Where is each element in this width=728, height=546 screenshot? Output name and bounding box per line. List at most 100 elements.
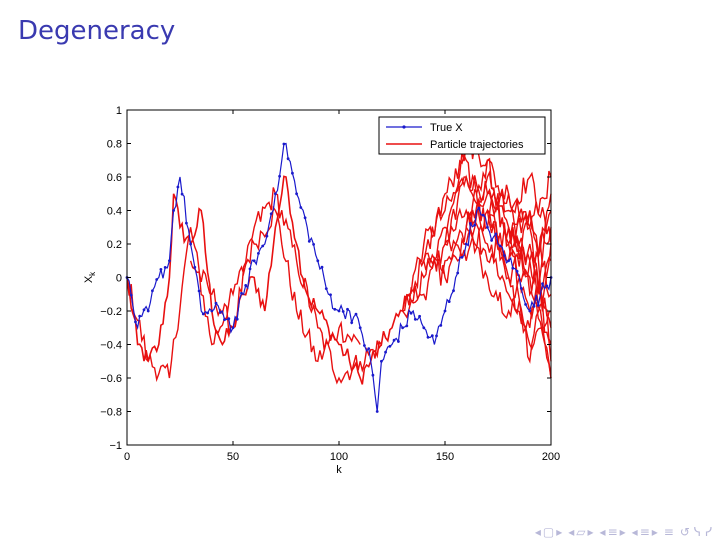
true-x-point xyxy=(189,242,193,246)
legend-label-particles: Particle trajectories xyxy=(430,139,524,151)
true-x-point xyxy=(286,157,290,161)
y-axis-label: Xk xyxy=(83,271,97,283)
true-x-point xyxy=(435,334,438,338)
true-x-point xyxy=(307,239,311,243)
x-tick-label: 100 xyxy=(330,451,348,463)
y-tick-label: 1 xyxy=(116,105,122,117)
true-x-point xyxy=(439,324,443,327)
true-x-point xyxy=(392,338,396,342)
true-x-point xyxy=(354,312,358,316)
x-tick-label: 50 xyxy=(227,451,239,463)
true-x-point xyxy=(172,209,176,212)
true-x-point xyxy=(138,314,142,318)
true-x-point xyxy=(507,259,510,263)
true-x-point xyxy=(486,225,489,229)
beamer-navigation: ◂ ▢ ▸ ◂ ▱ ▸ ◂ ≡ ▸ ◂ ≡ ▸ ≡ ↺ ᓭ ᓯ xyxy=(535,526,712,538)
axes: 0 50 100 150 200 1 0.8 0.6 0.4 0.2 0 −0.2 −0.4 −0.6 −0… xyxy=(83,105,560,476)
true-x-point xyxy=(498,244,502,248)
frame-next-icon[interactable]: ▸ xyxy=(556,525,563,539)
true-x-point xyxy=(227,317,231,321)
true-x-point xyxy=(426,335,430,339)
true-x-point xyxy=(218,311,222,314)
true-x-point xyxy=(163,266,167,269)
true-x-point xyxy=(519,287,523,290)
true-x-point xyxy=(341,310,345,313)
true-x-point xyxy=(129,293,133,297)
true-x-point xyxy=(358,326,362,330)
true-x-point xyxy=(146,309,150,313)
particle-trajectory-branch xyxy=(465,157,552,345)
true-x-point xyxy=(248,267,252,271)
true-x-point xyxy=(214,301,218,305)
legend: True X Particle trajectories xyxy=(378,116,546,155)
legend-marker-true-x xyxy=(402,125,406,129)
true-x-point xyxy=(469,222,472,225)
section-icon[interactable]: ≡ xyxy=(607,525,618,539)
presentation-next-icon[interactable]: ▸ xyxy=(651,525,658,539)
true-x-point xyxy=(193,265,197,269)
true-x-point xyxy=(380,359,383,363)
true-x-point xyxy=(447,300,451,303)
true-x-point xyxy=(443,309,447,313)
y-tick-label: −0.8 xyxy=(100,407,122,419)
y-tick-label: 0.8 xyxy=(107,139,122,151)
subsection-next-icon[interactable]: ▸ xyxy=(587,525,594,539)
y-tick-label: −0.2 xyxy=(100,306,122,318)
true-x-point xyxy=(312,243,315,246)
true-x-point xyxy=(155,278,159,281)
x-tick-label: 0 xyxy=(124,451,130,463)
true-x-point xyxy=(481,213,485,217)
true-x-point xyxy=(494,232,498,236)
true-x-point xyxy=(363,344,366,347)
presentation-icon[interactable]: ≡ xyxy=(639,525,650,539)
true-x-point xyxy=(159,268,163,271)
true-x-point xyxy=(456,271,460,275)
y-tick-label: −1 xyxy=(109,440,122,452)
particle-trajectory-branch xyxy=(444,170,552,245)
true-x-point xyxy=(278,174,281,178)
true-x-point xyxy=(269,212,273,216)
true-x-point xyxy=(265,234,269,238)
frame-icon[interactable]: ▢ xyxy=(542,525,555,539)
y-tick-label: 0.4 xyxy=(107,206,122,218)
particle-trajectory-branch xyxy=(465,226,552,320)
x-axis-label: k xyxy=(336,464,342,476)
frame-prev-icon[interactable]: ◂ xyxy=(534,525,541,539)
true-x-point xyxy=(210,309,214,313)
subsection-icon[interactable]: ▱ xyxy=(576,525,586,539)
true-x-point xyxy=(316,259,320,263)
true-x-point xyxy=(337,309,341,313)
true-x-point xyxy=(176,185,180,189)
search-icon[interactable]: ↺ ᓭ ᓯ xyxy=(679,525,712,539)
slide-title: Degeneracy xyxy=(18,16,176,46)
true-x-point xyxy=(333,307,337,311)
subsection-nav: ◂ ▱ ▸ xyxy=(568,526,593,538)
y-tick-label: 0.6 xyxy=(107,172,122,184)
true-x-point xyxy=(197,289,201,293)
true-x-point xyxy=(274,192,277,196)
section-next-icon[interactable]: ▸ xyxy=(619,525,626,539)
section-prev-icon[interactable]: ◂ xyxy=(599,525,606,539)
true-x-point xyxy=(528,309,532,313)
true-x-point xyxy=(350,321,354,324)
true-x-point xyxy=(201,312,205,316)
true-x-point xyxy=(134,320,137,324)
subsection-prev-icon[interactable]: ◂ xyxy=(568,525,575,539)
true-x-point xyxy=(223,318,226,321)
true-x-point xyxy=(490,239,493,242)
particle-trajectory-branch xyxy=(189,187,382,385)
true-x-point xyxy=(384,350,387,354)
true-x-point xyxy=(430,334,434,338)
y-axis-label-subscript: k xyxy=(88,271,97,276)
true-x-point xyxy=(142,308,146,312)
align-icon[interactable]: ≡ xyxy=(663,525,674,539)
true-x-point xyxy=(244,284,248,287)
true-x-point xyxy=(180,192,184,196)
x-tick-label: 150 xyxy=(436,451,454,463)
true-x-point xyxy=(409,311,413,315)
true-x-point xyxy=(464,242,468,246)
presentation-prev-icon[interactable]: ◂ xyxy=(631,525,638,539)
true-x-point xyxy=(413,317,417,321)
frame-nav: ◂ ▢ ▸ xyxy=(535,526,562,538)
